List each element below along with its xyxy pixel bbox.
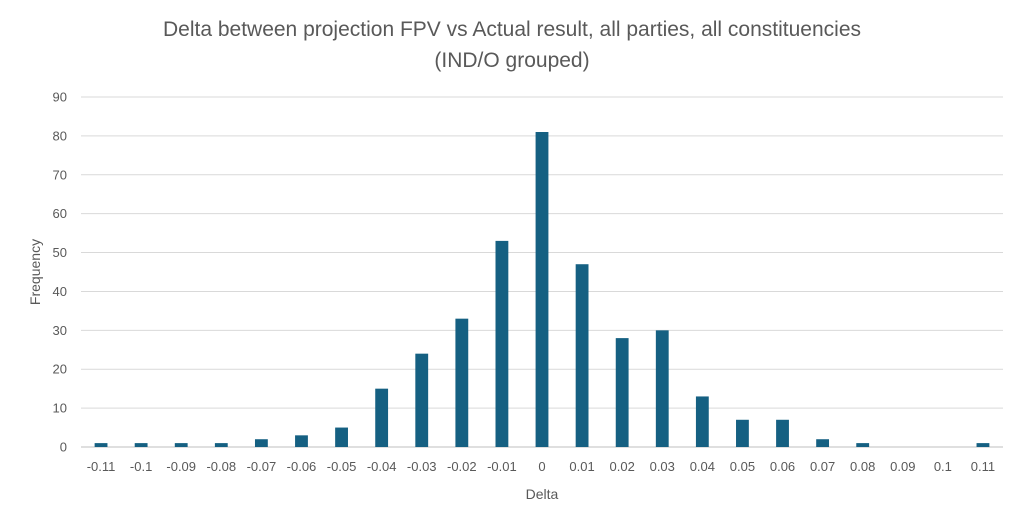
bar--0.1 [134, 443, 148, 447]
y-tick-label: 20 [53, 362, 67, 377]
y-tick-label: 50 [53, 245, 67, 260]
x-tick-label: 0.03 [650, 459, 675, 474]
y-tick-label: 10 [53, 401, 67, 416]
bar-0.11 [976, 443, 990, 447]
bar--0.11 [94, 443, 108, 447]
x-tick-label: 0.08 [850, 459, 875, 474]
x-tick-label: -0.11 [87, 459, 116, 474]
x-tick-label: -0.04 [367, 459, 397, 474]
bar--0.06 [295, 435, 308, 447]
bar-0.07 [816, 439, 830, 447]
x-tick-label: -0.06 [287, 459, 317, 474]
x-axis-ticks: -0.11 -0.1 -0.09 -0.08 -0.07 -0.06 -0.05 -0.04-… [87, 459, 995, 474]
bar-0.03 [655, 330, 669, 447]
x-tick-label: -0.05 [327, 459, 357, 474]
bar--0.09 [174, 443, 188, 447]
y-tick-label: 80 [53, 128, 67, 143]
bar-0.05 [736, 419, 749, 447]
x-tick-label: -0.08 [206, 459, 236, 474]
chart-title-line-1: Delta between projection FPV vs Actual r… [163, 18, 861, 41]
y-tick-label: 90 [53, 90, 67, 105]
bar-0.06 [776, 419, 789, 447]
bar-0.01 [575, 264, 589, 447]
x-tick-label: 0.07 [810, 459, 835, 474]
bar-0.02 [615, 338, 629, 447]
y-tick-label: 30 [53, 323, 67, 338]
x-tick-label: -0.03 [407, 459, 437, 474]
y-tick-label: 60 [53, 206, 67, 221]
bar--0.01 [495, 240, 509, 447]
x-tick-label: 0.1 [934, 459, 952, 474]
y-tick-label: 0 [60, 440, 67, 455]
x-tick-label: -0.07 [247, 459, 277, 474]
x-tick-label: -0.01 [487, 459, 517, 474]
x-tick-label: -0.1 [130, 459, 152, 474]
bar--0.02 [455, 318, 469, 447]
chart-title-line-2: (IND/O grouped) [434, 49, 589, 72]
y-axis-ticks: 0 10 20 30 40 50 60 70 80 90 [53, 90, 67, 455]
bar--0.05 [335, 427, 348, 447]
bars [94, 132, 990, 447]
x-tick-label: 0.01 [569, 459, 594, 474]
x-tick-label: -0.02 [447, 459, 477, 474]
x-tick-label: 0.06 [770, 459, 795, 474]
x-tick-label: 0 [538, 459, 545, 474]
y-axis-label: Frequency [27, 239, 43, 305]
x-tick-label: -0.09 [166, 459, 196, 474]
bar--0.08 [214, 443, 228, 447]
x-tick-label: 0.04 [690, 459, 715, 474]
bar-0.08 [856, 443, 870, 447]
y-tick-label: 40 [53, 284, 67, 299]
x-tick-label: 0.05 [730, 459, 755, 474]
bar--0.07 [254, 439, 268, 447]
y-tick-label: 70 [53, 167, 67, 182]
bar-0 [535, 132, 549, 447]
bar--0.03 [415, 353, 429, 447]
x-tick-label: 0.02 [610, 459, 635, 474]
bar--0.04 [375, 388, 389, 447]
x-axis-label: Delta [526, 486, 559, 502]
bar-0.04 [695, 396, 709, 447]
x-tick-label: 0.11 [971, 459, 995, 474]
x-tick-label: 0.09 [890, 459, 915, 474]
